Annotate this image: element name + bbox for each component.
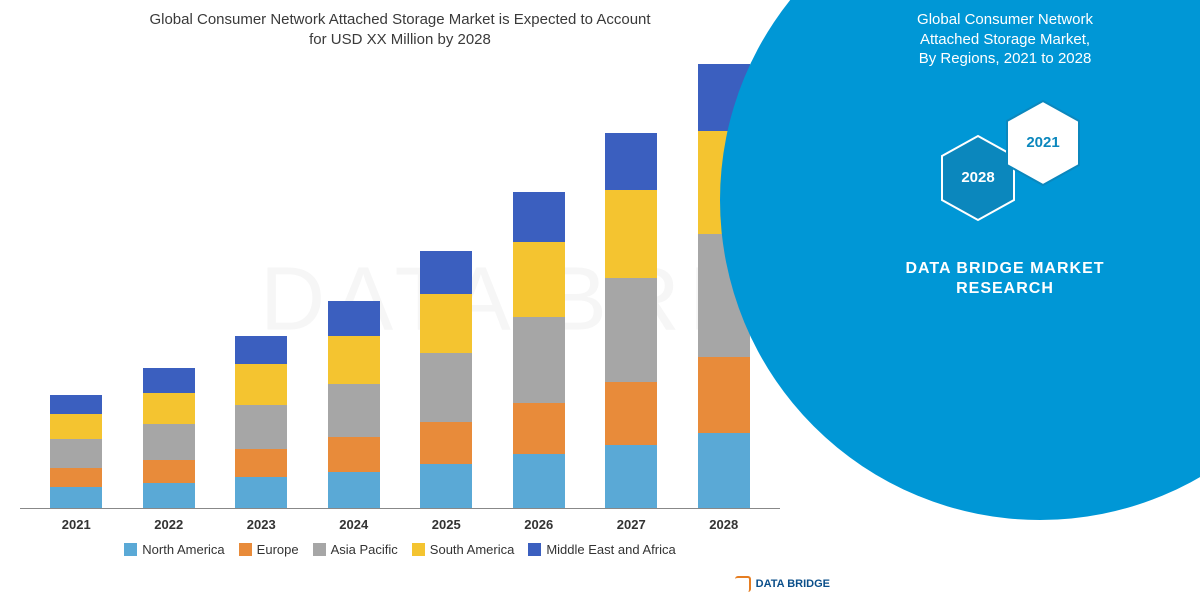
legend-item: South America xyxy=(412,542,515,557)
bar-segment xyxy=(235,405,287,449)
bar-segment xyxy=(235,364,287,404)
bar-segment xyxy=(143,368,195,393)
bar-segment xyxy=(513,242,565,317)
x-axis-label: 2028 xyxy=(689,517,759,532)
legend-label: Middle East and Africa xyxy=(546,542,675,557)
bar-segment xyxy=(328,336,380,384)
chart-title-line1: Global Consumer Network Attached Storage… xyxy=(149,11,650,28)
bar-group xyxy=(596,133,666,508)
legend-swatch xyxy=(124,543,137,556)
stacked-bar-chart xyxy=(20,59,780,509)
bar-segment xyxy=(235,449,287,478)
x-axis-label: 2027 xyxy=(596,517,666,532)
bar-group xyxy=(319,301,389,508)
chart-panel: Global Consumer Network Attached Storage… xyxy=(0,0,800,600)
bar-segment xyxy=(328,384,380,438)
side-panel: Global Consumer Network Attached Storage… xyxy=(800,0,1200,600)
legend-item: Asia Pacific xyxy=(313,542,398,557)
bar-stack xyxy=(513,192,565,508)
legend-label: Europe xyxy=(257,542,299,557)
hexagon-2021: 2021 xyxy=(1005,99,1081,187)
side-title-line2: Attached Storage Market, xyxy=(920,31,1090,48)
bar-segment xyxy=(605,190,657,278)
x-axis-label: 2024 xyxy=(319,517,389,532)
x-axis-label: 2026 xyxy=(504,517,574,532)
bar-segment xyxy=(50,414,102,439)
bar-segment xyxy=(50,439,102,468)
bar-segment xyxy=(235,477,287,508)
bar-segment xyxy=(420,353,472,422)
bar-segment xyxy=(50,395,102,414)
bar-stack xyxy=(143,368,195,508)
legend-swatch xyxy=(412,543,425,556)
legend-swatch xyxy=(528,543,541,556)
chart-title: Global Consumer Network Attached Storage… xyxy=(20,10,780,49)
bar-segment xyxy=(698,433,750,508)
bar-segment xyxy=(513,317,565,403)
bar-segment xyxy=(698,357,750,434)
bar-group xyxy=(134,368,204,508)
bar-segment xyxy=(605,382,657,445)
bar-segment xyxy=(50,468,102,487)
bar-stack xyxy=(50,395,102,508)
bar-segment xyxy=(420,251,472,293)
bar-segment xyxy=(605,278,657,381)
bar-segment xyxy=(143,460,195,483)
bar-segment xyxy=(50,487,102,508)
x-axis-label: 2022 xyxy=(134,517,204,532)
bar-group xyxy=(411,251,481,508)
bar-group xyxy=(504,192,574,508)
bar-segment xyxy=(420,294,472,353)
hexagon-2021-label: 2021 xyxy=(1026,134,1059,151)
chart-legend: North America Europe Asia Pacific South Ame… xyxy=(20,542,780,557)
legend-swatch xyxy=(239,543,252,556)
bar-stack xyxy=(420,251,472,508)
bar-stack xyxy=(605,133,657,508)
bar-segment xyxy=(143,483,195,508)
bar-segment xyxy=(328,301,380,335)
legend-label: South America xyxy=(430,542,515,557)
bar-segment xyxy=(328,472,380,508)
legend-item: Europe xyxy=(239,542,299,557)
bar-segment xyxy=(513,403,565,455)
x-axis-label: 2025 xyxy=(411,517,481,532)
chart-title-line2: for USD XX Million by 2028 xyxy=(309,31,491,48)
bar-stack xyxy=(328,301,380,508)
bar-stack xyxy=(235,336,287,508)
side-content: Global Consumer Network Attached Storage… xyxy=(800,0,1200,300)
hexagon-2028-label: 2028 xyxy=(961,169,994,186)
legend-label: North America xyxy=(142,542,224,557)
x-axis-labels: 2021 2022 2023 2024 2025 2026 2027 2028 xyxy=(20,509,780,532)
x-axis-label: 2023 xyxy=(226,517,296,532)
brand-line2: RESEARCH xyxy=(956,280,1054,297)
bar-group xyxy=(41,395,111,508)
legend-swatch xyxy=(313,543,326,556)
bar-segment xyxy=(143,393,195,424)
side-title-line3: By Regions, 2021 to 2028 xyxy=(919,50,1092,67)
bar-segment xyxy=(420,464,472,508)
bar-segment xyxy=(143,424,195,460)
brand-line1: DATA BRIDGE MARKET xyxy=(905,260,1104,277)
bar-segment xyxy=(235,336,287,365)
x-axis-label: 2021 xyxy=(41,517,111,532)
bar-segment xyxy=(605,133,657,190)
side-title-line1: Global Consumer Network xyxy=(917,11,1093,28)
side-title: Global Consumer Network Attached Storage… xyxy=(840,10,1170,69)
bar-segment xyxy=(513,454,565,508)
brand-label: DATA BRIDGE MARKET RESEARCH xyxy=(840,259,1170,301)
legend-item: Middle East and Africa xyxy=(528,542,675,557)
legend-item: North America xyxy=(124,542,224,557)
bar-group xyxy=(226,336,296,508)
hexagon-badges: 2028 2021 xyxy=(840,89,1170,239)
legend-label: Asia Pacific xyxy=(331,542,398,557)
main-container: Global Consumer Network Attached Storage… xyxy=(0,0,1200,600)
bar-segment xyxy=(513,192,565,242)
bar-segment xyxy=(328,437,380,471)
bar-segment xyxy=(605,445,657,508)
bar-segment xyxy=(420,422,472,464)
